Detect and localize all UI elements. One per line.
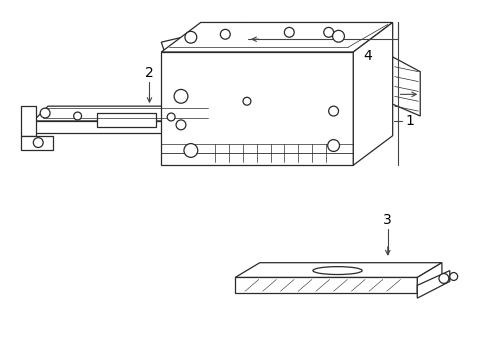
Text: 2: 2 xyxy=(145,66,154,80)
Circle shape xyxy=(33,138,43,148)
Circle shape xyxy=(284,27,294,37)
Circle shape xyxy=(220,30,230,39)
Circle shape xyxy=(167,113,175,121)
Circle shape xyxy=(184,31,196,43)
Circle shape xyxy=(327,140,339,152)
Polygon shape xyxy=(195,119,215,129)
Polygon shape xyxy=(416,271,449,298)
Circle shape xyxy=(174,89,187,103)
Circle shape xyxy=(323,27,333,37)
Circle shape xyxy=(74,112,81,120)
Polygon shape xyxy=(21,136,53,150)
Polygon shape xyxy=(416,263,441,293)
Circle shape xyxy=(183,144,197,157)
Circle shape xyxy=(449,273,457,280)
Polygon shape xyxy=(235,263,441,278)
Polygon shape xyxy=(235,278,416,293)
Polygon shape xyxy=(21,106,36,136)
Polygon shape xyxy=(161,22,392,52)
Polygon shape xyxy=(161,22,254,72)
Circle shape xyxy=(328,106,338,116)
Circle shape xyxy=(332,30,344,42)
Polygon shape xyxy=(171,27,247,67)
Text: 3: 3 xyxy=(383,213,391,227)
Polygon shape xyxy=(392,57,419,116)
Polygon shape xyxy=(352,22,392,165)
Circle shape xyxy=(176,120,185,130)
Circle shape xyxy=(438,274,448,283)
Ellipse shape xyxy=(312,267,362,275)
Polygon shape xyxy=(97,113,156,127)
Text: 1: 1 xyxy=(405,114,413,128)
Circle shape xyxy=(243,97,250,105)
Polygon shape xyxy=(33,121,195,133)
Polygon shape xyxy=(161,52,352,165)
Text: 4: 4 xyxy=(363,49,372,63)
Circle shape xyxy=(40,108,50,118)
Polygon shape xyxy=(33,106,210,121)
